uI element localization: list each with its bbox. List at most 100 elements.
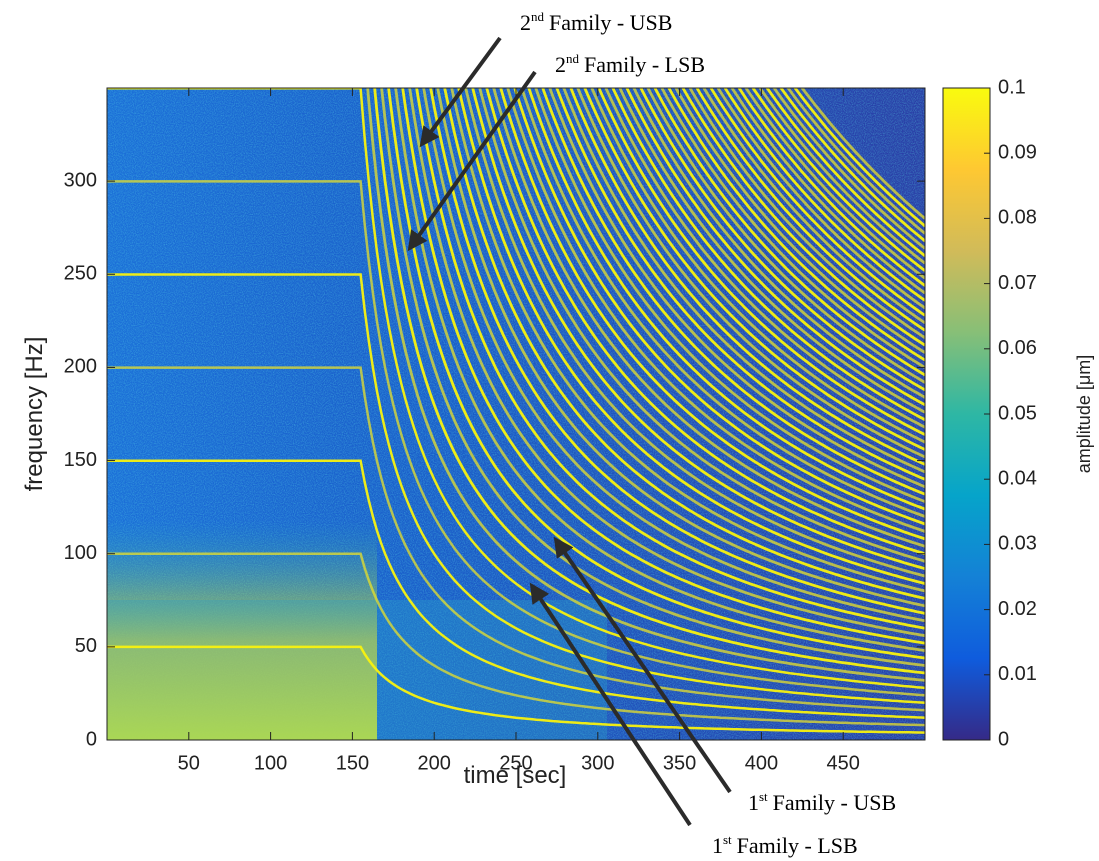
harmonic-trace bbox=[562, 88, 925, 474]
x-tick-label: 350 bbox=[663, 752, 696, 774]
y-tick-label: 100 bbox=[64, 542, 97, 564]
annotation-text: Family - USB bbox=[549, 10, 672, 35]
y-tick-label: 200 bbox=[64, 356, 97, 378]
harmonic-trace bbox=[107, 180, 925, 697]
harmonic-trace bbox=[443, 88, 925, 600]
harmonic-trace bbox=[107, 645, 925, 734]
harmonic-trace bbox=[107, 273, 925, 705]
harmonic-trace bbox=[779, 88, 925, 243]
y-tick-label: 150 bbox=[64, 449, 97, 471]
harmonic-trace bbox=[625, 88, 925, 407]
harmonic-trace bbox=[681, 88, 925, 347]
x-tick-label: 200 bbox=[418, 752, 451, 774]
harmonic-trace bbox=[688, 88, 925, 339]
annotation: 1st Family - USB bbox=[748, 789, 896, 815]
x-tick-label: 250 bbox=[499, 752, 532, 774]
x-tick-label: 300 bbox=[581, 752, 614, 774]
colorbar-label: amplitude [μm] bbox=[1074, 355, 1094, 473]
annotation-arrows bbox=[407, 36, 732, 827]
x-tick-label: 400 bbox=[745, 752, 778, 774]
harmonic-trace bbox=[373, 88, 925, 675]
harmonic-trace bbox=[639, 88, 925, 392]
arrow bbox=[529, 582, 692, 827]
colorbar-tick-label: 0.02 bbox=[998, 598, 1037, 620]
annotation-suffix: st bbox=[759, 789, 768, 804]
harmonic-trace bbox=[646, 88, 925, 384]
harmonic-trace bbox=[436, 88, 925, 608]
harmonic-trace bbox=[401, 88, 925, 645]
harmonic-trace bbox=[548, 88, 925, 489]
harmonic-trace bbox=[394, 88, 925, 652]
harmonic-trace bbox=[758, 88, 925, 265]
annotation: 1st Family - LSB bbox=[712, 832, 858, 858]
harmonic-trace bbox=[380, 88, 925, 667]
x-tick-label: 100 bbox=[254, 752, 287, 774]
colorbar-gradient bbox=[942, 87, 991, 741]
arrow bbox=[419, 36, 502, 148]
harmonic-trace bbox=[492, 88, 925, 548]
annotation: 2nd Family - USB bbox=[520, 9, 672, 35]
harmonic-trace bbox=[457, 88, 925, 585]
colorbar-tick-label: 0.09 bbox=[998, 141, 1037, 163]
harmonic-trace bbox=[555, 88, 925, 481]
harmonic-trace bbox=[415, 88, 925, 630]
annotation-ordinal: 1 bbox=[748, 790, 759, 815]
annotation: 2nd Family - LSB bbox=[555, 51, 705, 77]
harmonic-trace bbox=[576, 88, 925, 459]
annotation-ordinal: 1 bbox=[712, 833, 723, 858]
harmonic-trace bbox=[786, 88, 925, 235]
harmonic-trace bbox=[429, 88, 925, 615]
harmonic-trace bbox=[695, 88, 925, 332]
colorbar-tick-label: 0.07 bbox=[998, 272, 1037, 294]
annotation-suffix: nd bbox=[531, 9, 545, 24]
harmonic-trace bbox=[471, 88, 925, 571]
x-axis-label: time [sec] bbox=[464, 762, 567, 789]
harmonic-trace bbox=[366, 88, 925, 682]
arrow bbox=[553, 536, 732, 794]
annotation-suffix: nd bbox=[566, 51, 580, 66]
annotation-text: Family - USB bbox=[773, 790, 896, 815]
annotation-ordinal: 2 bbox=[555, 52, 566, 77]
harmonic-trace bbox=[709, 88, 925, 317]
low-frequency-energy bbox=[107, 520, 377, 740]
annotation-text: Family - LSB bbox=[737, 833, 858, 858]
harmonic-trace bbox=[744, 88, 925, 280]
harmonic-trace bbox=[611, 88, 925, 421]
low-frequency-energy bbox=[107, 600, 607, 740]
annotation-text: Family - LSB bbox=[584, 52, 705, 77]
harmonic-trace bbox=[632, 88, 925, 399]
harmonic-trace bbox=[506, 88, 925, 533]
harmonic-trace bbox=[527, 88, 925, 511]
harmonic-trace bbox=[408, 88, 925, 638]
harmonic-trace bbox=[107, 459, 925, 719]
harmonic-trace bbox=[765, 88, 925, 257]
harmonic-trace bbox=[737, 88, 925, 287]
harmonic-trace bbox=[422, 88, 925, 623]
harmonic-trace bbox=[485, 88, 925, 556]
harmonic-trace bbox=[520, 88, 925, 518]
harmonic-trace bbox=[667, 88, 925, 362]
colorbar-tick-label: 0.01 bbox=[998, 663, 1037, 685]
harmonic-traces bbox=[107, 88, 925, 734]
colorbar-tick-label: 0.1 bbox=[998, 76, 1026, 98]
x-tick-label: 50 bbox=[178, 752, 200, 774]
harmonic-trace bbox=[716, 88, 925, 310]
harmonic-trace bbox=[541, 88, 925, 496]
colorbar-tick-label: 0.06 bbox=[998, 337, 1037, 359]
harmonic-trace bbox=[597, 88, 925, 436]
arrow bbox=[407, 70, 537, 252]
harmonic-trace bbox=[387, 88, 925, 660]
harmonic-trace bbox=[107, 366, 925, 712]
colorbar: 0 0.01 0.02 0.03 0.04 0.05 0.06 0.07 0.08 0.09 0.1 bbox=[942, 76, 1037, 750]
harmonic-trace bbox=[618, 88, 925, 414]
y-tick-label: 0 bbox=[86, 728, 97, 750]
annotation-ordinal: 2 bbox=[520, 10, 531, 35]
x-tick-label: 150 bbox=[336, 752, 369, 774]
y-tick-label: 300 bbox=[64, 169, 97, 191]
harmonic-trace bbox=[702, 88, 925, 325]
harmonic-trace bbox=[450, 88, 925, 593]
harmonic-trace bbox=[590, 88, 925, 444]
harmonic-trace bbox=[499, 88, 925, 541]
